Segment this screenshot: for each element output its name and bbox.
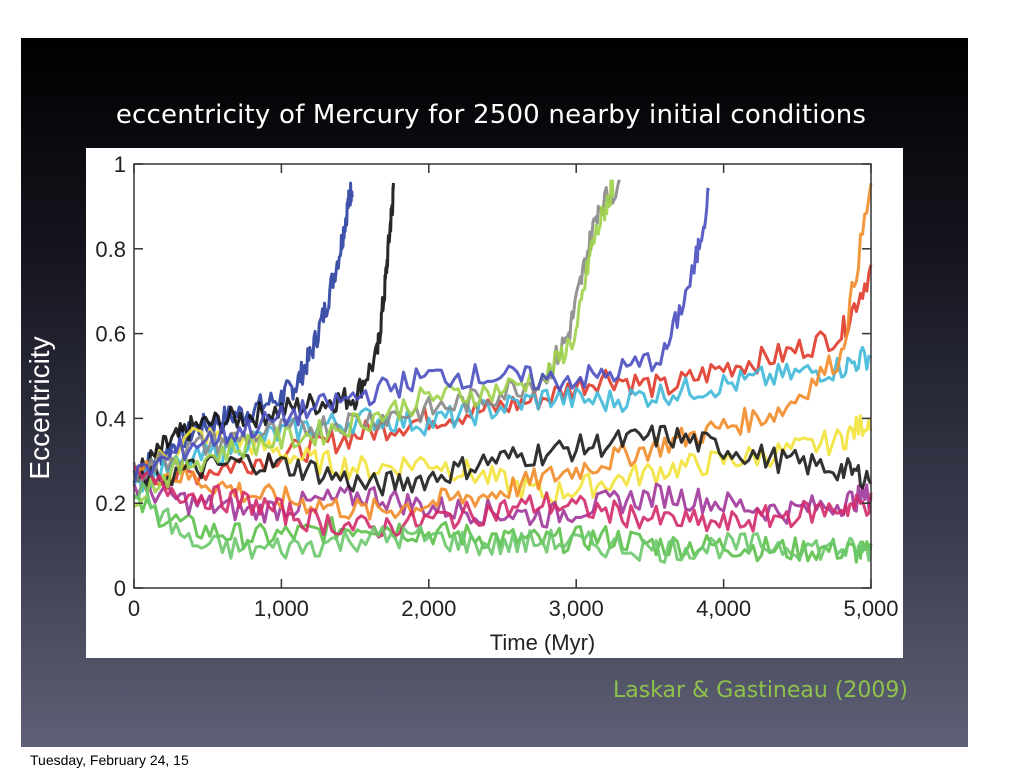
x-axis-title: Time (Myr): [490, 630, 596, 655]
series-line-7: [132, 182, 873, 521]
side-axis-label: Eccentricity: [24, 336, 55, 480]
series-line-2: [132, 264, 873, 493]
series-line-11: [132, 465, 873, 539]
series-layer: [132, 179, 873, 564]
y-tick-label-2: 0.4: [95, 406, 126, 431]
chart-panel: 0 0.2 0.4 0.6 0.8 1 0 1,000 2,000 3,000 4,000 5,000…: [86, 148, 903, 658]
y-tick-label-5: 1: [114, 152, 126, 177]
x-tick-label-3: 3,000: [549, 596, 604, 621]
x-tick-label-0: 0: [128, 596, 140, 621]
footer-date: Tuesday, February 24, 15: [30, 752, 189, 768]
y-tick-label-3: 0.6: [95, 322, 126, 347]
series-line-13: [133, 481, 873, 564]
x-tick-label-1: 1,000: [254, 596, 309, 621]
plot-frame: [133, 163, 872, 589]
series-line-0: [132, 181, 354, 482]
x-tick-label-2: 2,000: [401, 596, 456, 621]
eccentricity-chart: 0 0.2 0.4 0.6 0.8 1 0 1,000 2,000 3,000 4,000 5,000…: [95, 152, 898, 655]
x-tick-label-5: 5,000: [843, 596, 898, 621]
slide-title: eccentricity of Mercury for 2500 nearby …: [115, 100, 867, 130]
series-line-10: [133, 179, 615, 508]
series-line-8: [132, 424, 873, 497]
y-tick-label-0: 0: [114, 576, 126, 601]
axis-layer: 0 0.2 0.4 0.6 0.8 1 0 1,000 2,000 3,000 4,000 5,000: [95, 152, 898, 621]
x-tick-label-4: 4,000: [696, 596, 751, 621]
y-tick-label-1: 0.2: [95, 491, 126, 516]
citation-credit: Laskar & Gastineau (2009): [612, 678, 908, 703]
series-line-12: [132, 187, 711, 484]
y-tick-label-4: 0.8: [95, 237, 126, 262]
series-line-1: [132, 182, 395, 479]
